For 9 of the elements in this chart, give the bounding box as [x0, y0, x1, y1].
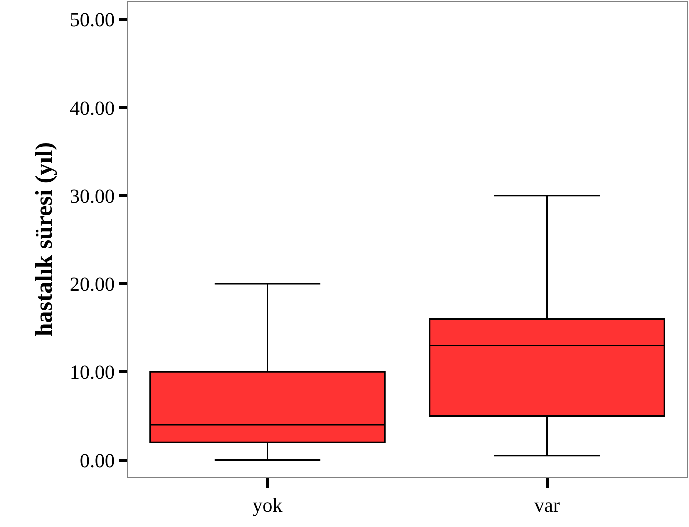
y-tick-label: 10.00: [70, 362, 115, 384]
x-tick-label: var: [534, 495, 560, 517]
y-tick-label: 20.00: [70, 274, 115, 296]
y-tick-label: 30.00: [70, 186, 115, 208]
y-tick-label: 0.00: [80, 450, 115, 472]
y-tick-label: 40.00: [70, 98, 115, 120]
y-axis-title: hastalık süresi (yıl): [32, 142, 58, 337]
x-tick-label: yok: [252, 495, 283, 517]
y-tick-label: 50.00: [70, 10, 115, 32]
